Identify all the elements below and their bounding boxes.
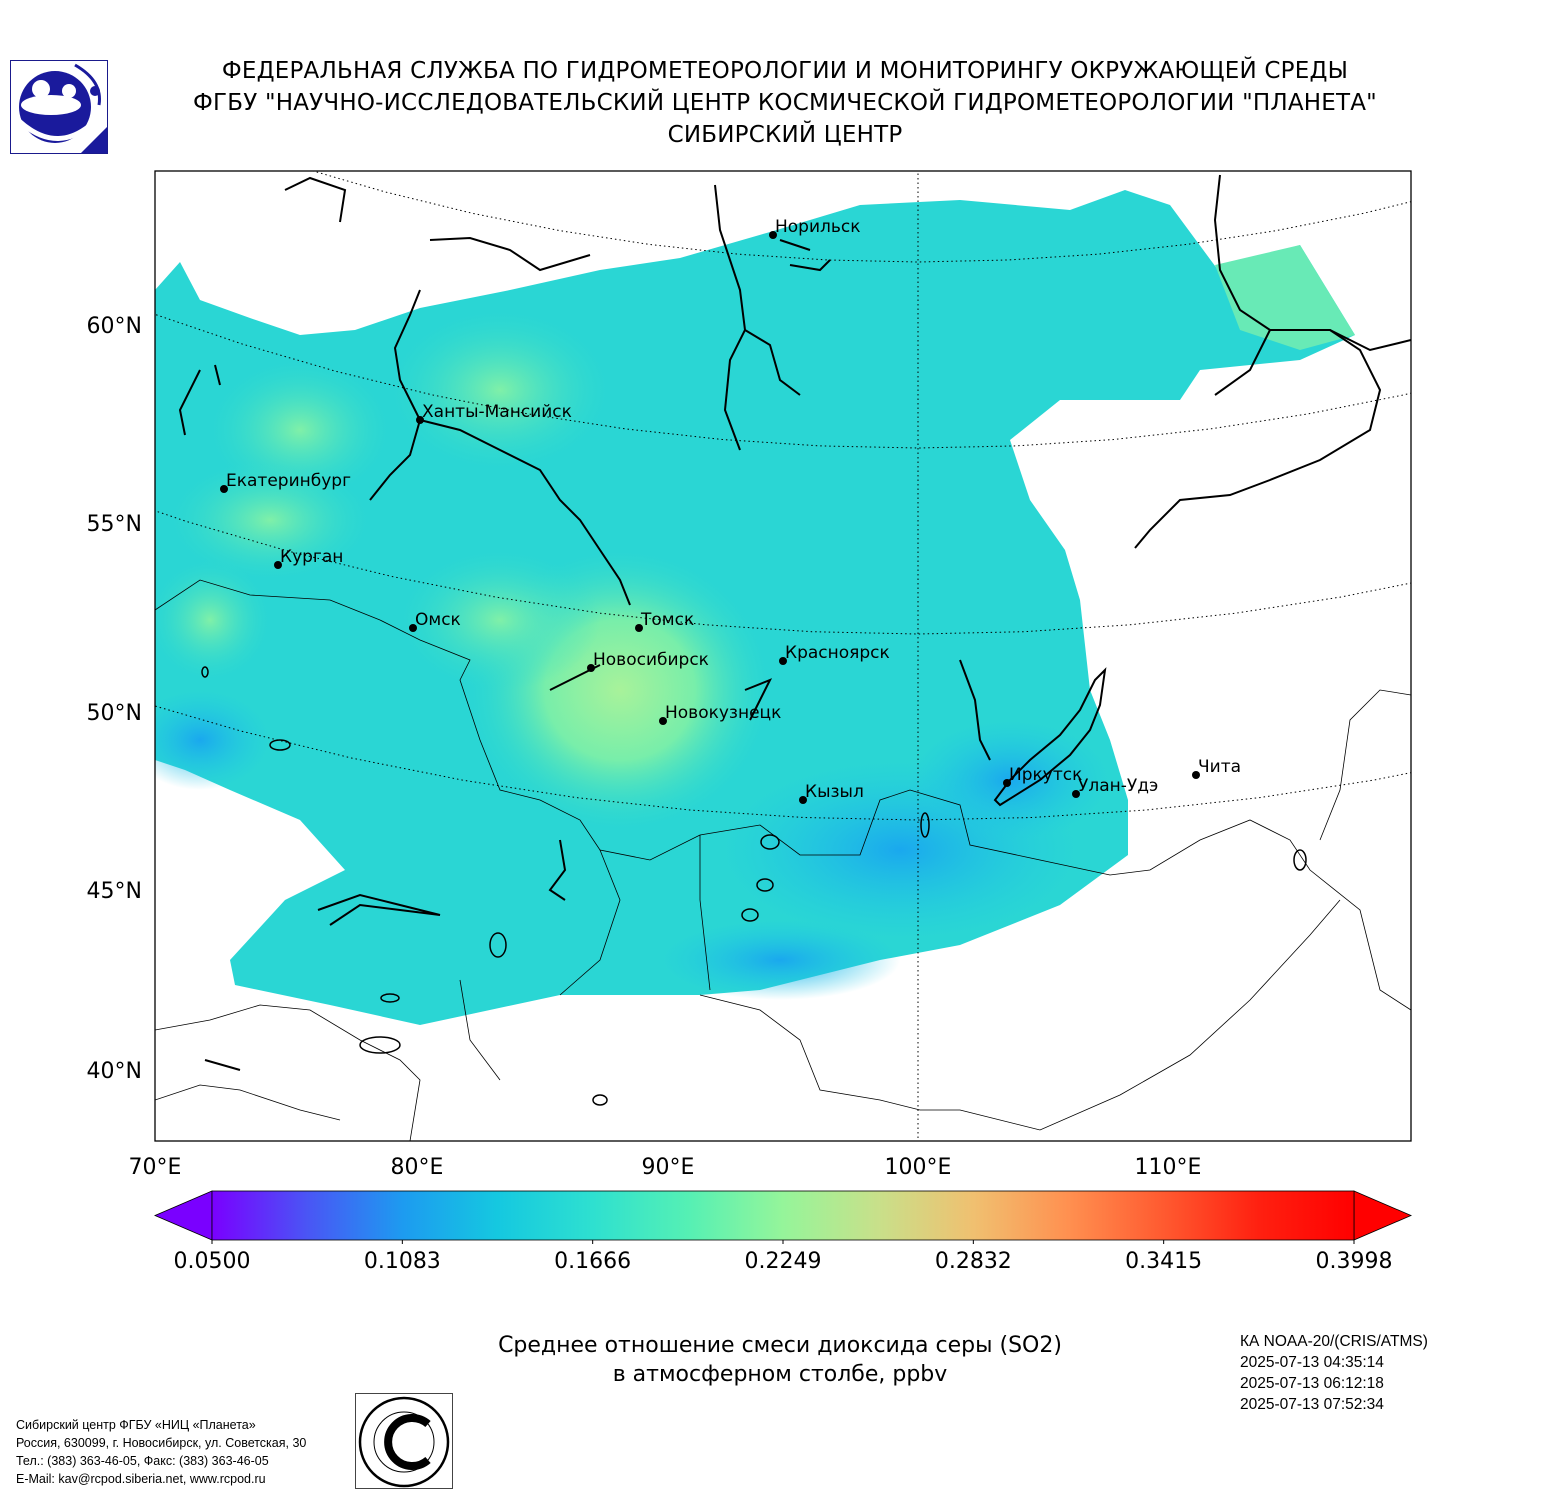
lat-tick-label: 50°N [87,701,142,726]
city-marker [1072,790,1080,798]
product-title-line-1: Среднее отношение смеси диоксида серы (S… [498,1333,1062,1358]
colorbar-tick-label: 0.3998 [1316,1249,1393,1274]
header-line-3: СИБИРСКИЙ ЦЕНТР [667,122,903,148]
city-marker [799,796,807,804]
header-line-1: ФЕДЕРАЛЬНАЯ СЛУЖБА ПО ГИДРОМЕТЕОРОЛОГИИ … [221,58,1349,84]
borders [155,579,1411,1141]
city-label: Ханты-Мансийск [422,402,572,422]
meridian-line [1396,0,1550,912]
lon-tick-label: 100°E [885,1155,952,1180]
lon-tick-label: 80°E [391,1155,444,1180]
meridian-line [0,0,51,125]
city-label: Улан-Удэ [1078,776,1158,796]
city-marker [274,561,282,569]
colorbar-ramp [211,1190,1355,1241]
city-label: Чита [1198,757,1241,777]
city-layer: Норильск Ханты-Мансийск Екатеринбург Курган… [220,217,1241,804]
header-line-2: ФГБУ "НАУЧНО-ИССЛЕДОВАТЕЛЬСКИЙ ЦЕНТР КОС… [193,90,1377,116]
lon-tick-label: 90°E [642,1155,695,1180]
axis-labels: 60°N 55°N 50°N 45°N 40°N 70°E 80°E 90°E 100°E 110… [87,314,1202,1180]
city-marker [1192,771,1200,779]
city-marker [1003,779,1011,787]
lon-tick-label: 110°E [1135,1155,1202,1180]
lat-tick-label: 60°N [87,314,142,339]
colorbar-min-extension [153,1190,213,1241]
pass-time-1: 2025-07-13 04:35:14 [1240,1354,1384,1371]
pass-time-2: 2025-07-13 06:12:18 [1240,1375,1384,1392]
city-label: Курган [280,547,343,567]
lakes [201,666,1307,1106]
city-marker [409,624,417,632]
satellite-name: КА NOAA-20/(CRIS/ATMS) [1240,1333,1428,1350]
city-label: Кызыл [805,782,864,802]
city-marker [220,485,228,493]
map-frame [154,170,1412,1142]
city-label: Томск [640,610,694,630]
contact-line-3: Тел.: (383) 363-46-05, Факс: (383) 363-4… [16,1454,269,1468]
city-marker [769,231,777,239]
lat-tick-label: 40°N [87,1059,142,1084]
planeta-logo [10,60,108,154]
city-marker [416,416,424,424]
city-marker [659,717,667,725]
colorbar-max-extension [1353,1190,1413,1241]
colorbar-tick-label: 0.2249 [745,1249,822,1274]
city-label: Красноярск [785,643,890,663]
city-marker [779,657,787,665]
colorbar-tick-label: 0.1666 [554,1249,631,1274]
product-title-line-2: в атмосферном столбе, ppbv [612,1362,948,1387]
city-label: Омск [415,610,461,630]
colorbar: 0.0500 0.1083 0.1666 0.2249 0.2832 0.3415 0.39… [153,1190,1413,1274]
data-layer [0,0,1550,1141]
lat-tick-label: 55°N [87,512,142,537]
iso-9001-stamp [355,1393,453,1489]
colorbar-tick-label: 0.2832 [935,1249,1012,1274]
lat-tick-label: 45°N [87,879,142,904]
contact-line-2: Россия, 630099, г. Новосибирск, ул. Сове… [16,1436,307,1450]
colorbar-tick-label: 0.3415 [1125,1249,1202,1274]
pass-time-3: 2025-07-13 07:52:34 [1240,1396,1384,1413]
city-label: Новокузнецк [665,703,781,723]
parallel-line [0,0,1550,76]
city-marker [587,664,595,672]
city-label: Норильск [775,217,861,237]
city-marker [635,624,643,632]
colorbar-tick-label: 0.1083 [364,1249,441,1274]
contact-line-4: E-Mail: kav@rcpod.siberia.net, www.rcpod… [16,1472,266,1486]
coastlines-rivers [178,174,1411,1071]
contact-line-1: Сибирский центр ФГБУ «НИЦ «Планета» [16,1418,256,1432]
city-label: Екатеринбург [226,471,351,491]
lon-tick-label: 70°E [129,1155,182,1180]
city-label: Иркутск [1009,765,1082,785]
colorbar-tick-label: 0.0500 [174,1249,251,1274]
so2-map: Норильск Ханты-Мансийск Екатеринбург Курган… [0,0,1550,1274]
city-label: Новосибирск [593,650,709,670]
